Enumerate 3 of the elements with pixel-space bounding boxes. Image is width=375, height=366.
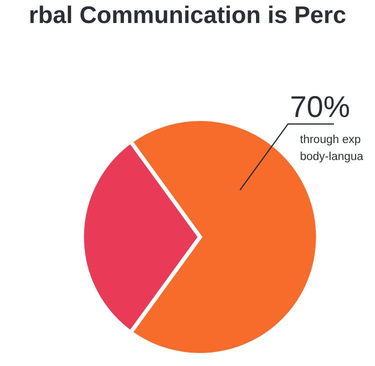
data-label: 70% — [290, 91, 350, 124]
chart-title: rbal Communication is Perc — [28, 2, 348, 30]
text: through exp body-langua — [300, 133, 364, 165]
